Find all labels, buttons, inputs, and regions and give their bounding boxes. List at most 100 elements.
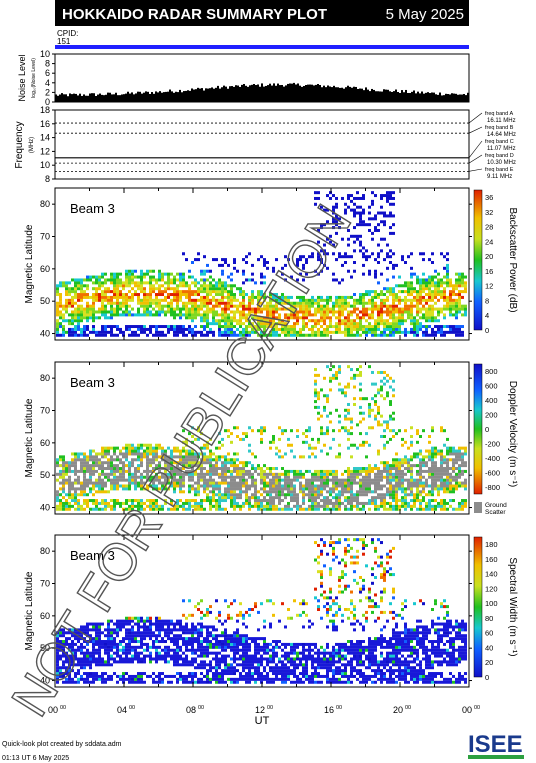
heatmap-cell [431, 295, 434, 299]
heatmap-cell [314, 368, 317, 372]
heatmap-cell [416, 278, 419, 282]
heatmap-cell [251, 478, 254, 482]
heatmap-cell [245, 316, 248, 320]
heatmap-cell [119, 504, 122, 508]
heatmap-cell [146, 449, 149, 453]
heatmap-cell [311, 325, 314, 329]
heatmap-cell [377, 370, 380, 374]
heatmap-cell [245, 255, 248, 259]
heatmap-cell [452, 304, 455, 308]
heatmap-cell [404, 307, 407, 311]
heatmap-cell [347, 322, 350, 326]
heatmap-cell [245, 478, 248, 482]
heatmap-cell [218, 472, 221, 476]
heatmap-cell [428, 440, 431, 444]
heatmap-cell [419, 325, 422, 329]
heatmap-cell [419, 287, 422, 291]
heatmap-cell [200, 319, 203, 323]
heatmap-cell [461, 333, 464, 337]
heatmap-cell [89, 666, 92, 670]
heatmap-cell [221, 284, 224, 288]
heatmap-cell [83, 310, 86, 314]
heatmap-cell [329, 376, 332, 380]
heatmap-cell [200, 499, 203, 503]
heatmap-cell [338, 481, 341, 485]
heatmap-cell [62, 634, 65, 638]
heatmap-cell [395, 481, 398, 485]
heatmap-cell [275, 310, 278, 314]
heatmap-cell [326, 394, 329, 398]
heatmap-cell [125, 499, 128, 503]
heatmap-cell [98, 284, 101, 288]
heatmap-cell [95, 275, 98, 279]
heatmap-cell [395, 319, 398, 323]
heatmap-cell [68, 504, 71, 508]
heatmap-cell [134, 449, 137, 453]
noise-bar [375, 91, 377, 102]
heatmap-cell [155, 330, 158, 334]
heatmap-cell [134, 674, 137, 678]
heatmap-cell [206, 333, 209, 337]
heatmap-cell [461, 507, 464, 511]
heatmap-cell [224, 469, 227, 473]
heatmap-cell [65, 631, 68, 635]
heatmap-cell [188, 327, 191, 331]
heatmap-cell [419, 290, 422, 294]
heatmap-cell [173, 333, 176, 337]
heatmap-cell [281, 327, 284, 331]
heatmap-cell [257, 293, 260, 297]
heatmap-cell [80, 481, 83, 485]
heatmap-cell [290, 478, 293, 482]
heatmap-cell [410, 293, 413, 297]
colorbar-tick-label: -600 [485, 468, 500, 477]
heatmap-cell [74, 325, 77, 329]
heatmap-cell [89, 660, 92, 664]
heatmap-cell [92, 501, 95, 505]
heatmap-cell [101, 663, 104, 667]
heatmap-cell [410, 330, 413, 334]
heatmap-cell [227, 275, 230, 279]
heatmap-cell [350, 304, 353, 308]
heatmap-cell [125, 458, 128, 462]
heatmap-cell [299, 316, 302, 320]
heatmap-cell [191, 310, 194, 314]
heatmap-cell [284, 452, 287, 456]
heatmap-cell [200, 287, 203, 291]
heatmap-cell [464, 446, 467, 450]
noise-bar [465, 95, 467, 102]
heatmap-cell [386, 243, 389, 247]
noise-bar [453, 93, 455, 102]
heatmap-cell [239, 313, 242, 317]
heatmap-cell [452, 507, 455, 511]
heatmap-cell [152, 278, 155, 282]
heatmap-cell [137, 507, 140, 511]
heatmap-cell [338, 382, 341, 386]
heatmap-cell [404, 281, 407, 285]
heatmap-cell [137, 674, 140, 678]
heatmap-cell [383, 223, 386, 227]
heatmap-cell [203, 467, 206, 471]
heatmap-cell [437, 501, 440, 505]
heatmap-cell [230, 327, 233, 331]
heatmap-cell [233, 478, 236, 482]
noise-bar [285, 85, 287, 102]
heatmap-cell [422, 484, 425, 488]
heatmap-cell [131, 499, 134, 503]
heatmap-cell [287, 475, 290, 479]
heatmap-cell [269, 490, 272, 494]
heatmap-cell [200, 272, 203, 276]
heatmap-cell [431, 281, 434, 285]
heatmap-cell [80, 642, 83, 646]
heatmap-cell [281, 484, 284, 488]
heatmap-cell [92, 642, 95, 646]
heatmap-cell [362, 325, 365, 329]
lat-tick-label: 70 [40, 232, 50, 242]
heatmap-cell [311, 478, 314, 482]
heatmap-cell [434, 325, 437, 329]
heatmap-cell [95, 640, 98, 644]
noise-bar [449, 94, 451, 102]
heatmap-cell [65, 307, 68, 311]
heatmap-cell [428, 298, 431, 302]
heatmap-cell [386, 252, 389, 256]
